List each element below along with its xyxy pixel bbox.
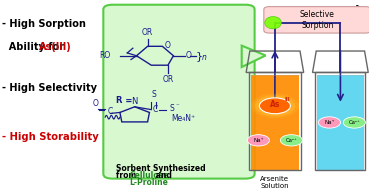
Circle shape [259,98,290,114]
Text: O: O [186,51,192,60]
Text: Arsenite
Solution: Arsenite Solution [261,176,289,189]
Text: Ca²⁺: Ca²⁺ [348,120,360,125]
Text: n: n [202,53,207,62]
Text: and: and [153,171,172,180]
Text: - High Storability: - High Storability [2,132,99,142]
Circle shape [251,94,299,118]
Ellipse shape [265,17,282,29]
Text: Na⁺: Na⁺ [324,120,335,125]
FancyBboxPatch shape [103,5,255,179]
Text: As(III): As(III) [39,42,72,52]
Circle shape [255,95,295,116]
Text: S: S [152,90,156,99]
Text: RO: RO [100,51,111,60]
Text: Sorbent Synthesized: Sorbent Synthesized [116,164,206,173]
Text: Selective
Sorption: Selective Sorption [300,10,335,29]
Text: O: O [93,99,99,108]
Text: Ca²⁺: Ca²⁺ [286,138,297,143]
Text: L-Proline: L-Proline [129,178,168,187]
Text: III: III [284,97,290,102]
FancyBboxPatch shape [264,7,369,33]
Polygon shape [251,75,299,170]
Polygon shape [242,46,266,67]
Text: As: As [270,100,280,109]
Text: S: S [169,104,174,113]
Text: N: N [131,97,138,106]
Text: C: C [152,105,158,114]
Text: OR: OR [142,28,153,37]
Text: Me₄N⁺: Me₄N⁺ [172,114,196,123]
Text: from: from [116,171,139,180]
Text: }: } [196,51,203,61]
Text: Na⁺: Na⁺ [253,138,263,143]
Text: Ability for: Ability for [2,42,67,52]
Text: Cellulose: Cellulose [129,171,169,180]
Circle shape [318,117,341,128]
Text: OR: OR [162,75,173,84]
Text: ⁻: ⁻ [176,103,180,109]
Circle shape [343,117,365,128]
Text: O: O [165,41,171,50]
Text: C: C [108,107,113,116]
Circle shape [280,135,303,146]
Polygon shape [317,75,364,170]
Text: R =: R = [116,96,132,105]
Circle shape [247,135,269,146]
Text: - High Selectivity: - High Selectivity [2,83,97,93]
Text: - High Sorption: - High Sorption [2,19,86,29]
